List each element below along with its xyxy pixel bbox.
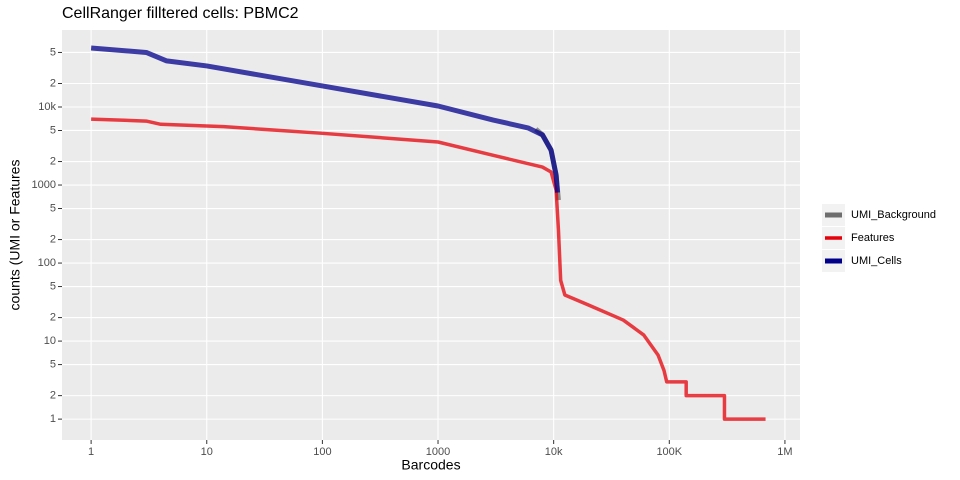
series-line — [91, 117, 766, 421]
legend-label: UMI_Background — [851, 209, 936, 221]
y-tick-label: 1 — [50, 413, 56, 425]
legend-label: UMI_Cells — [851, 255, 902, 267]
x-tick-label: 100K — [656, 446, 682, 458]
y-tick-label: 2 — [50, 390, 56, 402]
y-axis-title: counts (UMI or Features — [7, 160, 23, 311]
y-tick-label: 5 — [50, 280, 56, 292]
y-tick-label: 100 — [38, 257, 56, 269]
panel — [62, 30, 800, 440]
y-tick-label: 5 — [50, 358, 56, 370]
legend-label: Features — [851, 232, 895, 244]
y-tick-label: 5 — [50, 202, 56, 214]
y-tick-label: 2 — [50, 312, 56, 324]
x-tick-label: 10 — [201, 446, 213, 458]
x-tick-label: 1 — [88, 446, 94, 458]
x-tick-label: 100 — [313, 446, 331, 458]
y-tick-label: 2 — [50, 77, 56, 89]
y-tick-label: 10k — [38, 101, 56, 113]
chart-title: CellRanger filltered cells: PBMC2 — [62, 5, 299, 22]
series-line — [90, 45, 561, 193]
x-tick-label: 10k — [545, 446, 563, 458]
y-tick-label: 2 — [50, 155, 56, 167]
x-axis-title: Barcodes — [401, 457, 460, 473]
plot-layer: 1 2 5 10 2 5 100 2 5 1000 2 5 10k 2 5 1 10 100 1000 10k 100K… — [32, 30, 936, 458]
x-tick-label: 1M — [777, 446, 792, 458]
y-tick-label: 2 — [50, 233, 56, 245]
x-tick-label: 1000 — [426, 446, 450, 458]
y-tick-label: 5 — [50, 124, 56, 136]
y-tick-label: 5 — [50, 46, 56, 58]
y-tick-label: 10 — [44, 335, 56, 347]
y-tick-label: 1000 — [32, 179, 56, 191]
